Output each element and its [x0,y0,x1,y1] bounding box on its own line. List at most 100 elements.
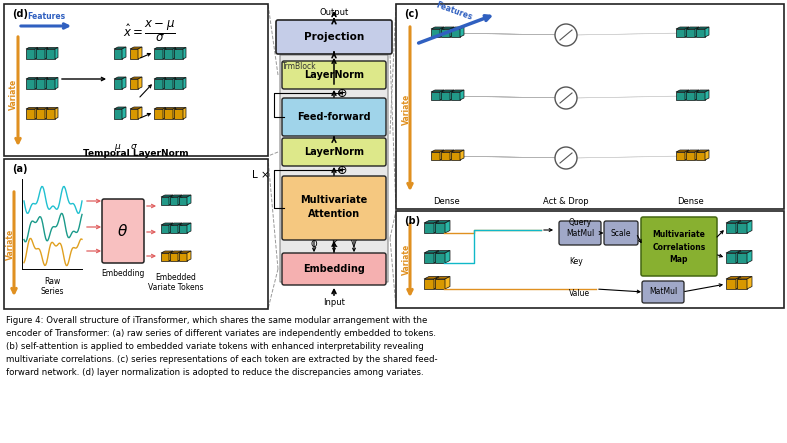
Polygon shape [187,251,191,261]
Bar [36,79,45,89]
Bar [686,29,695,37]
Text: Projection: Projection [304,32,364,42]
Text: Output: Output [320,8,349,17]
Polygon shape [445,250,450,263]
Polygon shape [424,221,439,223]
Polygon shape [161,195,173,197]
Bar [114,79,122,89]
Polygon shape [174,108,186,109]
Text: TrmBlock: TrmBlock [282,62,316,71]
Bar [26,109,35,119]
Text: (a): (a) [12,164,28,174]
Bar [161,225,169,233]
Text: $\hat{x} = \dfrac{x - \mu}{\sigma}$: $\hat{x} = \dfrac{x - \mu}{\sigma}$ [123,19,176,44]
Bar [737,253,747,263]
Polygon shape [183,108,186,119]
Bar [676,92,685,100]
Polygon shape [676,90,689,92]
Polygon shape [138,77,142,89]
Polygon shape [451,150,464,152]
Bar [424,223,434,233]
Text: Feed-forward: Feed-forward [297,112,371,122]
FancyBboxPatch shape [280,55,388,282]
Polygon shape [161,223,173,225]
Polygon shape [695,90,699,100]
Bar [696,92,705,100]
Polygon shape [35,47,38,59]
FancyBboxPatch shape [4,159,268,309]
Text: ⊕: ⊕ [337,86,347,100]
Bar [46,109,55,119]
Polygon shape [178,195,182,205]
Bar [161,197,169,205]
Polygon shape [736,221,741,233]
Text: (b): (b) [404,216,420,226]
Polygon shape [676,150,689,152]
FancyBboxPatch shape [282,176,386,240]
Bar [726,279,736,289]
Text: Dense: Dense [678,197,704,206]
Polygon shape [173,47,176,59]
Polygon shape [163,47,166,59]
Bar [451,29,460,37]
Polygon shape [695,27,699,37]
Bar [179,253,187,261]
Text: Scale: Scale [611,229,631,237]
Polygon shape [450,90,454,100]
Polygon shape [450,27,454,37]
Text: V: V [351,240,357,249]
Bar [696,152,705,160]
Bar [441,29,450,37]
Text: Multivariate: Multivariate [652,229,705,238]
Text: Embedding: Embedding [102,269,145,278]
FancyBboxPatch shape [276,20,392,54]
Polygon shape [440,150,444,160]
Bar [174,109,183,119]
Polygon shape [163,108,166,119]
Bar [451,152,460,160]
Polygon shape [686,150,699,152]
Polygon shape [130,107,142,109]
Polygon shape [173,108,176,119]
Polygon shape [431,27,444,29]
Bar [676,152,685,160]
Polygon shape [460,90,464,100]
Bar [686,152,695,160]
Text: LayerNorm: LayerNorm [304,147,364,157]
Polygon shape [183,78,186,89]
Text: forward network. (d) layer normalization is adopted to reduce the discrepancies : forward network. (d) layer normalization… [6,368,423,377]
Polygon shape [130,47,142,49]
Bar [170,253,178,261]
Text: Features: Features [27,12,65,21]
Bar [174,49,183,59]
Polygon shape [460,150,464,160]
Bar [130,49,138,59]
Polygon shape [434,276,439,289]
FancyBboxPatch shape [282,253,386,285]
Polygon shape [696,27,709,29]
Polygon shape [435,276,450,279]
Bar [130,79,138,89]
Bar [676,29,685,37]
Bar [164,109,173,119]
Polygon shape [440,90,444,100]
Polygon shape [434,250,439,263]
Text: $\theta$: $\theta$ [117,223,128,239]
Polygon shape [114,47,126,49]
Text: Embedded
Variate Tokens: Embedded Variate Tokens [148,273,204,292]
Polygon shape [183,47,186,59]
Polygon shape [164,47,176,49]
Polygon shape [178,223,182,233]
Polygon shape [114,77,126,79]
Polygon shape [441,150,454,152]
Polygon shape [187,195,191,205]
Polygon shape [736,250,741,263]
Polygon shape [450,150,454,160]
Bar [424,279,434,289]
Bar [170,225,178,233]
Bar [424,253,434,263]
Polygon shape [154,47,166,49]
Polygon shape [163,78,166,89]
Polygon shape [434,221,439,233]
Polygon shape [46,108,58,109]
